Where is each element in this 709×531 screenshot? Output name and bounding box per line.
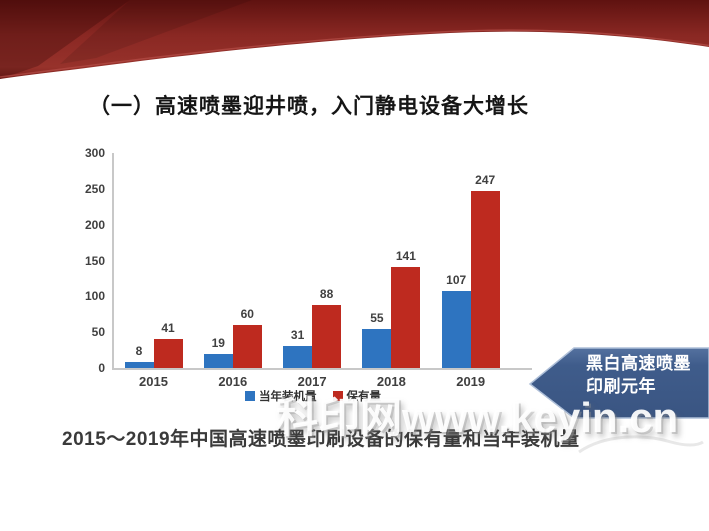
bar-保有量-2015 — [153, 338, 183, 368]
bar-保有量-2017 — [312, 304, 342, 368]
y-axis-tick-label: 100 — [84, 289, 105, 304]
x-axis-category-label: 2018 — [376, 374, 406, 389]
x-axis-category-label: 2015 — [139, 374, 168, 389]
legend-item-保有量: 保有量 — [332, 388, 382, 404]
bar-当年装机量-2018 — [362, 328, 392, 368]
ribbon-left-streak — [60, 0, 252, 64]
chart-legend: 当年装机量 保有量 — [113, 388, 513, 404]
bar-value-label: 60 — [240, 307, 254, 321]
bar-value-label: 55 — [370, 310, 384, 325]
y-axis-tick-label: 300 — [84, 146, 105, 160]
chart-caption: 2015～2019年中国高速喷墨印刷设备的保有量和当年装机量 — [62, 429, 580, 450]
y-axis-line — [112, 153, 114, 368]
ribbon-band — [0, 0, 709, 79]
y-axis-tick-label: 200 — [84, 217, 105, 232]
callout-arrow-shape — [528, 347, 709, 419]
y-axis-tick-label: 150 — [84, 253, 105, 268]
bar-value-label: 8 — [135, 344, 143, 359]
bar-保有量-2016 — [232, 325, 262, 368]
header-ribbon-graphic — [0, 0, 709, 79]
x-axis-category-label: 2019 — [456, 374, 486, 389]
callout-line2: 印刷元年 — [586, 377, 656, 396]
ribbon-bottom-highlight — [0, 29, 709, 78]
bar-value-label: 247 — [475, 172, 496, 187]
y-axis-tick-label: 50 — [91, 325, 105, 340]
watermark-text: 科印网www.keyin.cn — [276, 394, 679, 441]
ribbon-left-shade — [0, 0, 130, 79]
bar-保有量-2019 — [470, 190, 500, 368]
legend-label: 保有量 — [346, 391, 382, 403]
legend-swatch-icon — [332, 391, 343, 401]
x-axis-category-label: 2017 — [297, 374, 327, 389]
legend-label: 当年装机量 — [259, 391, 317, 403]
bar-value-label: 141 — [395, 248, 416, 263]
bar-当年装机量-2017 — [283, 345, 313, 368]
y-axis-tick-label: 250 — [84, 181, 105, 196]
legend-item-当年装机量: 当年装机量 — [245, 388, 317, 404]
callout-line1: 黑白高速喷墨 — [586, 354, 691, 373]
y-axis-tick-label: 0 — [98, 361, 105, 375]
bar-value-label: 31 — [290, 327, 305, 342]
bar-value-label: 107 — [446, 273, 467, 288]
callout-arrow-banner — [528, 347, 709, 419]
x-axis-category-label: 2016 — [218, 374, 248, 389]
legend-swatch-icon — [245, 391, 255, 401]
bar-保有量-2018 — [391, 266, 421, 368]
bar-当年装机量-2016 — [203, 354, 233, 368]
x-axis-line — [112, 368, 532, 370]
bar-当年装机量-2015 — [124, 362, 154, 368]
bar-value-label: 19 — [211, 336, 225, 351]
callout-text: 黑白高速喷墨 印刷元年 — [586, 352, 706, 398]
slide-title: （一）高速喷墨迎井喷，入门静电设备大增长 — [89, 95, 529, 118]
bar-value-label: 88 — [319, 286, 334, 301]
swoosh-decoration-icon — [578, 435, 704, 454]
bar-当年装机量-2019 — [441, 291, 471, 368]
bar-value-label: 41 — [161, 320, 175, 335]
